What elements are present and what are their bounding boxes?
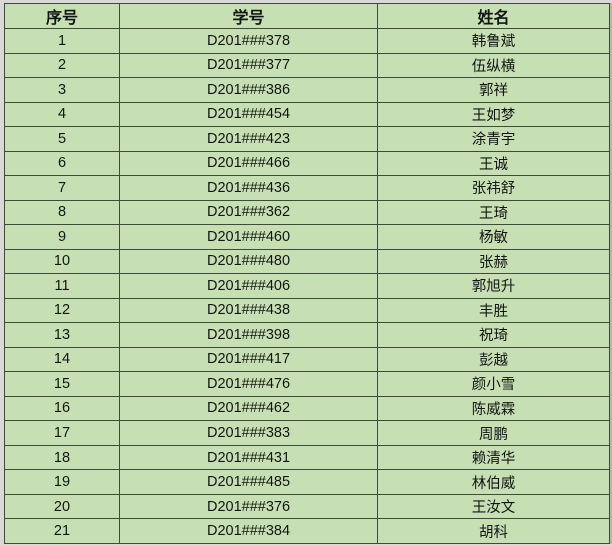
cell-name[interactable]: 陈威霖: [377, 395, 610, 422]
cell-student-id[interactable]: D201###431: [119, 444, 378, 471]
table-row: 21 D201###384 胡科: [4, 518, 610, 544]
cell-student-id[interactable]: D201###386: [119, 77, 378, 103]
cell-no[interactable]: 7: [4, 175, 120, 201]
cell-no[interactable]: 17: [4, 420, 120, 446]
cell-no[interactable]: 2: [4, 52, 120, 79]
cell-name[interactable]: 王如梦: [377, 101, 610, 128]
cell-name[interactable]: 王琦: [377, 199, 610, 226]
cell-name[interactable]: 彭越: [377, 346, 610, 373]
cell-no[interactable]: 15: [4, 371, 120, 397]
cell-student-id[interactable]: D201###377: [119, 52, 378, 79]
cell-no[interactable]: 11: [4, 273, 120, 299]
table-row: 17 D201###383 周鹏: [4, 420, 610, 446]
cell-name[interactable]: 颜小雪: [377, 371, 610, 397]
table-row: 6 D201###466 王诚: [4, 150, 610, 177]
cell-name[interactable]: 丰胜: [377, 297, 610, 324]
header-cell-name[interactable]: 姓名: [377, 3, 610, 29]
cell-name[interactable]: 韩鲁斌: [377, 28, 610, 54]
spreadsheet-table: 序号 学号 姓名 1 D201###378 韩鲁斌 2 D201###377 伍…: [4, 3, 610, 544]
cell-student-id[interactable]: D201###438: [119, 297, 378, 324]
cell-no[interactable]: 13: [4, 322, 120, 348]
table-row: 9 D201###460 杨敏: [4, 224, 610, 250]
cell-no[interactable]: 6: [4, 150, 120, 177]
table-row: 19 D201###485 林伯威: [4, 469, 610, 495]
header-cell-no[interactable]: 序号: [4, 3, 120, 29]
cell-student-id[interactable]: D201###460: [119, 224, 378, 250]
cell-student-id[interactable]: D201###480: [119, 248, 378, 275]
table-row: 1 D201###378 韩鲁斌: [4, 28, 610, 54]
cell-no[interactable]: 14: [4, 346, 120, 373]
cell-student-id[interactable]: D201###466: [119, 150, 378, 177]
cell-name[interactable]: 杨敏: [377, 224, 610, 250]
cell-no[interactable]: 20: [4, 493, 120, 520]
cell-no[interactable]: 16: [4, 395, 120, 422]
table-row: 8 D201###362 王琦: [4, 199, 610, 226]
cell-student-id[interactable]: D201###406: [119, 273, 378, 299]
adjacent-column-sliver: [610, 3, 612, 544]
cell-name[interactable]: 祝琦: [377, 322, 610, 348]
table-row: 18 D201###431 赖清华: [4, 444, 610, 471]
cell-name[interactable]: 郭旭升: [377, 273, 610, 299]
cell-no[interactable]: 1: [4, 28, 120, 54]
cell-no[interactable]: 10: [4, 248, 120, 275]
table-row: 5 D201###423 涂青宇: [4, 126, 610, 152]
table-row: 20 D201###376 王汝文: [4, 493, 610, 520]
cell-student-id[interactable]: D201###383: [119, 420, 378, 446]
header-cell-student-id[interactable]: 学号: [119, 3, 378, 29]
cell-no[interactable]: 18: [4, 444, 120, 471]
cell-name[interactable]: 王诚: [377, 150, 610, 177]
cell-no[interactable]: 19: [4, 469, 120, 495]
table-row: 13 D201###398 祝琦: [4, 322, 610, 348]
cell-student-id[interactable]: D201###485: [119, 469, 378, 495]
cell-name[interactable]: 王汝文: [377, 493, 610, 520]
cell-name[interactable]: 伍纵横: [377, 52, 610, 79]
cell-student-id[interactable]: D201###376: [119, 493, 378, 520]
cell-no[interactable]: 3: [4, 77, 120, 103]
cell-student-id[interactable]: D201###417: [119, 346, 378, 373]
student-roster-table: 序号 学号 姓名 1 D201###378 韩鲁斌 2 D201###377 伍…: [4, 3, 610, 544]
table-row: 11 D201###406 郭旭升: [4, 273, 610, 299]
cell-student-id[interactable]: D201###454: [119, 101, 378, 128]
cell-student-id[interactable]: D201###462: [119, 395, 378, 422]
cell-name[interactable]: 张祎舒: [377, 175, 610, 201]
cell-student-id[interactable]: D201###436: [119, 175, 378, 201]
cell-student-id[interactable]: D201###423: [119, 126, 378, 152]
cell-name[interactable]: 涂青宇: [377, 126, 610, 152]
table-row: 15 D201###476 颜小雪: [4, 371, 610, 397]
cell-name[interactable]: 周鹏: [377, 420, 610, 446]
cell-name[interactable]: 赖清华: [377, 444, 610, 471]
table-row: 12 D201###438 丰胜: [4, 297, 610, 324]
header-row: 序号 学号 姓名: [4, 3, 610, 29]
table-row: 4 D201###454 王如梦: [4, 101, 610, 128]
table-row: 14 D201###417 彭越: [4, 346, 610, 373]
cell-no[interactable]: 21: [4, 518, 120, 544]
table-row: 3 D201###386 郭祥: [4, 77, 610, 103]
cell-name[interactable]: 胡科: [377, 518, 610, 544]
cell-no[interactable]: 4: [4, 101, 120, 128]
cell-name[interactable]: 林伯威: [377, 469, 610, 495]
cell-student-id[interactable]: D201###476: [119, 371, 378, 397]
cell-student-id[interactable]: D201###384: [119, 518, 378, 544]
table-row: 10 D201###480 张赫: [4, 248, 610, 275]
table-row: 2 D201###377 伍纵横: [4, 52, 610, 79]
cell-name[interactable]: 张赫: [377, 248, 610, 275]
cell-no[interactable]: 8: [4, 199, 120, 226]
cell-student-id[interactable]: D201###398: [119, 322, 378, 348]
cell-student-id[interactable]: D201###378: [119, 28, 378, 54]
table-row: 7 D201###436 张祎舒: [4, 175, 610, 201]
cell-no[interactable]: 12: [4, 297, 120, 324]
cell-student-id[interactable]: D201###362: [119, 199, 378, 226]
table-row: 16 D201###462 陈威霖: [4, 395, 610, 422]
cell-no[interactable]: 5: [4, 126, 120, 152]
cell-no[interactable]: 9: [4, 224, 120, 250]
cell-name[interactable]: 郭祥: [377, 77, 610, 103]
